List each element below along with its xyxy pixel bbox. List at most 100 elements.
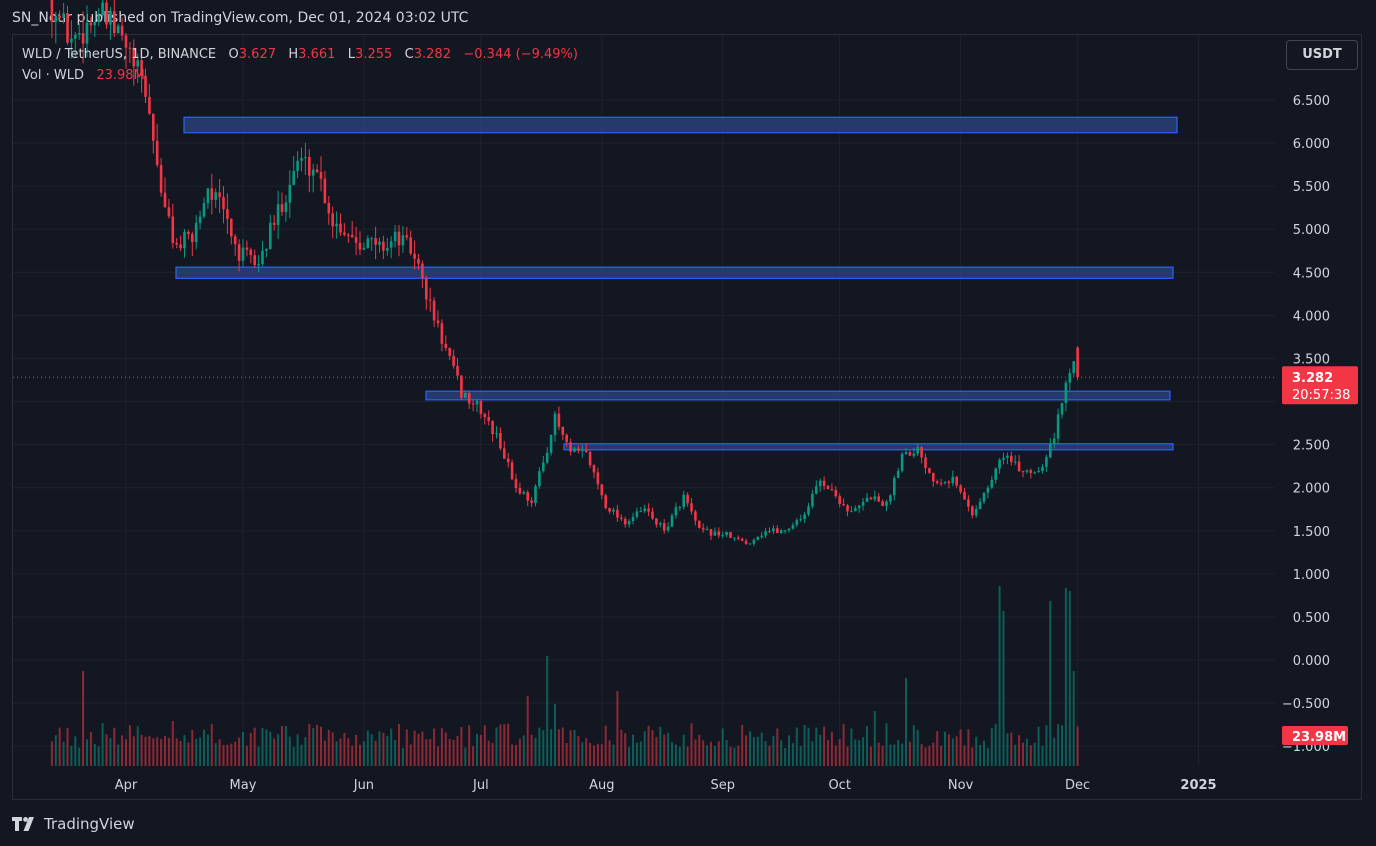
candle-body [444,343,448,348]
volume-bar [296,734,299,766]
candle-body [1006,455,1009,458]
price-tick-label: −0.500 [1282,697,1330,712]
volume-bar [203,729,205,766]
candle-body [171,216,175,243]
volume-bar [281,726,283,766]
currency-button[interactable]: USDT [1286,40,1358,70]
volume-bar [604,725,607,766]
legend-price-row: WLD / TetherUS, 1D, BINANCE O3.627 H3.66… [22,44,578,65]
candle-body [393,231,397,242]
volume-bar [702,740,705,766]
candle-body [233,236,237,245]
volume-bar [464,747,467,766]
volume-bar [565,743,568,766]
candle-body [296,160,299,172]
volume-bar [912,725,915,766]
volume-bar [635,742,638,766]
volume-bar [823,726,826,766]
candle-body [179,244,182,249]
volume-bar [144,736,147,766]
volume-bar [897,740,900,766]
volume-bar [924,747,927,766]
volume-bar [717,741,720,766]
volume-bar [109,738,112,766]
candle-body [257,264,260,266]
volume-bar [382,732,385,766]
volume-bar [850,728,853,766]
volume-bar [663,734,666,766]
volume-bar [417,733,420,766]
chart-frame[interactable] [12,34,1362,800]
volume-bar [308,723,311,766]
volume-bar [125,739,127,766]
volume-bar [620,729,623,766]
candle-body [565,434,568,443]
candle-body [1021,471,1025,473]
volume-bar [433,728,436,766]
candle-body [764,531,767,536]
candle-body [405,235,409,238]
volume-bar [160,738,163,766]
volume-bar [82,671,85,766]
volume-bar [1025,738,1028,766]
legend-high-label: H [288,47,299,62]
candle-body [545,452,549,463]
volume-bar [885,723,888,766]
volume-bar [93,744,96,766]
candle-body [81,33,85,44]
time-tick-label: May [230,778,257,793]
candle-body [900,453,904,471]
volume-bar [624,733,627,766]
legend-volume-label[interactable]: Vol · WLD [22,68,84,83]
candle-body [362,247,366,250]
candle-body [881,501,884,507]
volume-bar [647,725,650,766]
candle-body [288,184,292,203]
candle-body [1025,470,1029,472]
volume-bar [749,731,751,766]
candle-body [109,11,112,25]
volume-bar [448,739,451,766]
volume-bar [733,747,736,766]
legend-low-value: 3.255 [355,47,393,62]
volume-bar [1014,744,1017,766]
candle-body [612,509,615,512]
volume-bar [721,728,724,766]
legend-symbol[interactable]: WLD / TetherUS, 1D, BINANCE [22,47,217,62]
candle-body [530,500,533,503]
volume-bar [690,723,693,766]
candle-body [218,192,221,198]
price-tick-label: 5.500 [1293,180,1330,195]
candle-body [475,400,479,405]
publisher-caption: SN_Nour published on TradingView.com, De… [12,10,469,26]
volume-bar [105,734,108,766]
volume-bar [842,723,845,766]
candle-body [686,494,689,504]
volume-bar [101,723,104,766]
volume-bar [335,741,338,766]
candle-body [818,480,822,487]
volume-bar [928,745,931,766]
volume-bar [628,746,631,766]
candle-body [561,426,565,435]
candle-body [471,403,475,405]
candle-body [140,60,143,76]
candle-body [237,244,241,261]
candle-body [924,457,927,469]
candle-body [943,481,947,484]
candle-body [382,241,385,251]
candle-body [175,242,178,245]
candle-body [183,231,186,249]
volume-bar [245,745,248,766]
legend-open-label: O [228,47,239,62]
candle-body [811,493,814,507]
price-tick-label: 0.500 [1293,611,1330,626]
candle-body [241,247,245,261]
volume-bar [1006,733,1009,766]
candle-body [522,492,526,494]
candle-body [311,169,315,176]
legend-volume-value: 23.98M [96,68,145,83]
volume-bar [230,743,233,766]
candle-body [155,140,159,166]
